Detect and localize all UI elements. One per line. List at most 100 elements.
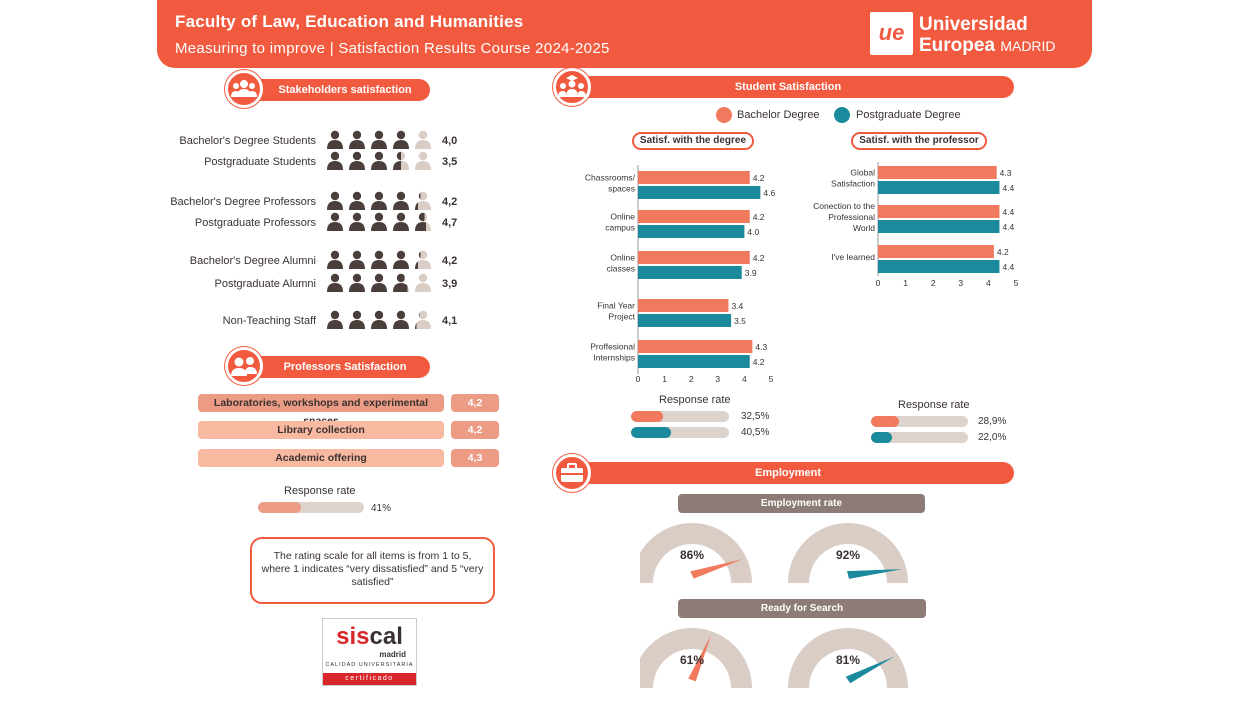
x-tick-label: 3 xyxy=(958,278,963,288)
bar-bachelor xyxy=(878,245,994,258)
person-icon xyxy=(371,212,387,231)
siscal-madrid: madrid xyxy=(379,650,406,659)
employment-title: Employment xyxy=(754,467,821,479)
page-subtitle: Measuring to improve | Satisfaction Resu… xyxy=(175,40,610,57)
person-icon xyxy=(415,212,431,231)
bar-bachelor xyxy=(878,166,997,179)
professors-item-labs-value: 4,2 xyxy=(451,394,499,412)
x-tick-label: 0 xyxy=(876,278,881,288)
siscal-sis: sis xyxy=(336,623,370,650)
person-icon xyxy=(415,310,431,329)
category-label: Conection to the xyxy=(813,201,875,211)
x-tick-label: 2 xyxy=(931,278,936,288)
gauge: 61% xyxy=(640,628,752,688)
stakeholder-label: Bachelor's Degree Students xyxy=(179,135,316,147)
person-icon xyxy=(327,250,343,269)
category-label: Final Year xyxy=(597,301,635,311)
professors-response-rate-fill xyxy=(258,502,302,513)
legend-postgraduate-swatch xyxy=(834,107,850,123)
bar-bachelor xyxy=(638,340,753,353)
person-icon xyxy=(415,273,431,292)
university-name-madrid: MADRID xyxy=(1000,38,1056,54)
professors-icon xyxy=(225,347,263,385)
person-icon xyxy=(415,250,431,269)
x-tick-label: 4 xyxy=(986,278,991,288)
data-label: 4.4 xyxy=(1002,262,1014,272)
category-label: Project xyxy=(609,312,636,322)
degree-response-rate-bachelor-value: 32,5% xyxy=(741,411,770,422)
person-icon xyxy=(349,250,365,269)
gauge-needle xyxy=(688,635,711,682)
header-banner: Faculty of Law, Education and Humanities… xyxy=(157,0,1092,68)
degree-chart-title: Satisf. with the degree xyxy=(632,132,754,150)
professor-response-rate-bachelor-value: 28,9% xyxy=(978,416,1007,427)
ready-for-search-title: Ready for Search xyxy=(678,599,926,618)
legend-postgraduate-label: Postgraduate Degree xyxy=(856,109,961,121)
professors-response-rate-label: Response rate xyxy=(284,485,356,497)
stakeholder-label: Bachelor's Degree Alumni xyxy=(189,255,316,267)
siscal-certificado: certificado xyxy=(323,673,416,685)
professors-item-academic-value: 4,3 xyxy=(451,449,499,467)
gauge: 86% xyxy=(640,523,752,583)
person-icon xyxy=(415,191,431,210)
gauge-needle xyxy=(847,569,903,579)
person-icon xyxy=(327,130,343,149)
category-label: classes xyxy=(607,264,635,274)
stakeholders-title: Stakeholders satisfaction xyxy=(278,84,412,96)
data-label: 4.6 xyxy=(763,188,775,198)
person-icon xyxy=(415,130,431,149)
stakeholder-value: 3,9 xyxy=(442,278,458,290)
degree-response-rate-label: Response rate xyxy=(659,394,731,406)
gauge-arc xyxy=(640,628,752,688)
x-tick-label: 0 xyxy=(636,374,641,384)
legend-bachelor-label: Bachelor Degree xyxy=(737,109,820,121)
stakeholder-value: 4,1 xyxy=(442,315,458,327)
degree-response-rate-postgrad-fill xyxy=(631,427,671,438)
legend-bachelor-swatch xyxy=(716,107,732,123)
x-tick-label: 1 xyxy=(903,278,908,288)
bar-postgraduate xyxy=(638,266,742,279)
category-label: Internships xyxy=(593,353,635,363)
data-label: 4.4 xyxy=(1002,183,1014,193)
student-title: Student Satisfaction xyxy=(734,81,842,93)
gauge-needle xyxy=(845,656,895,684)
employment-header: Employment xyxy=(562,462,1014,484)
category-label: Professional xyxy=(828,212,875,222)
data-label: 4.2 xyxy=(753,357,765,367)
person-icon xyxy=(393,191,409,210)
stakeholder-rating-icons xyxy=(327,250,431,269)
x-tick-label: 5 xyxy=(1014,278,1019,288)
data-label: 4.2 xyxy=(753,253,765,263)
siscal-cal: cal xyxy=(369,623,403,650)
people-group-icon xyxy=(225,70,263,108)
gauge-arc xyxy=(640,523,752,583)
person-icon xyxy=(327,310,343,329)
person-icon xyxy=(371,191,387,210)
person-icon xyxy=(371,130,387,149)
category-label: Online xyxy=(610,253,635,263)
stakeholder-label: Postgraduate Alumni xyxy=(214,278,316,290)
bar-bachelor xyxy=(638,299,729,312)
stakeholders-header: Stakeholders satisfaction xyxy=(232,79,430,101)
stakeholder-value: 3,5 xyxy=(442,156,458,168)
professor-response-rate-bachelor-fill xyxy=(871,416,900,427)
stakeholder-rating-icons xyxy=(327,273,431,292)
person-icon xyxy=(393,212,409,231)
data-label: 4.3 xyxy=(1000,168,1012,178)
stakeholder-rating-icons xyxy=(327,212,431,231)
x-tick-label: 5 xyxy=(769,374,774,384)
person-icon xyxy=(349,191,365,210)
degree-response-rate-postgrad-track xyxy=(631,427,729,438)
person-icon xyxy=(393,130,409,149)
person-icon xyxy=(349,130,365,149)
person-icon xyxy=(393,151,409,170)
x-tick-label: 2 xyxy=(689,374,694,384)
bar-postgraduate xyxy=(638,314,732,327)
person-icon xyxy=(393,250,409,269)
person-icon xyxy=(327,273,343,292)
stakeholder-label: Non-Teaching Staff xyxy=(222,315,316,327)
person-icon xyxy=(393,310,409,329)
data-label: 3.9 xyxy=(745,268,757,278)
person-icon xyxy=(415,151,431,170)
bar-postgraduate xyxy=(638,225,745,238)
